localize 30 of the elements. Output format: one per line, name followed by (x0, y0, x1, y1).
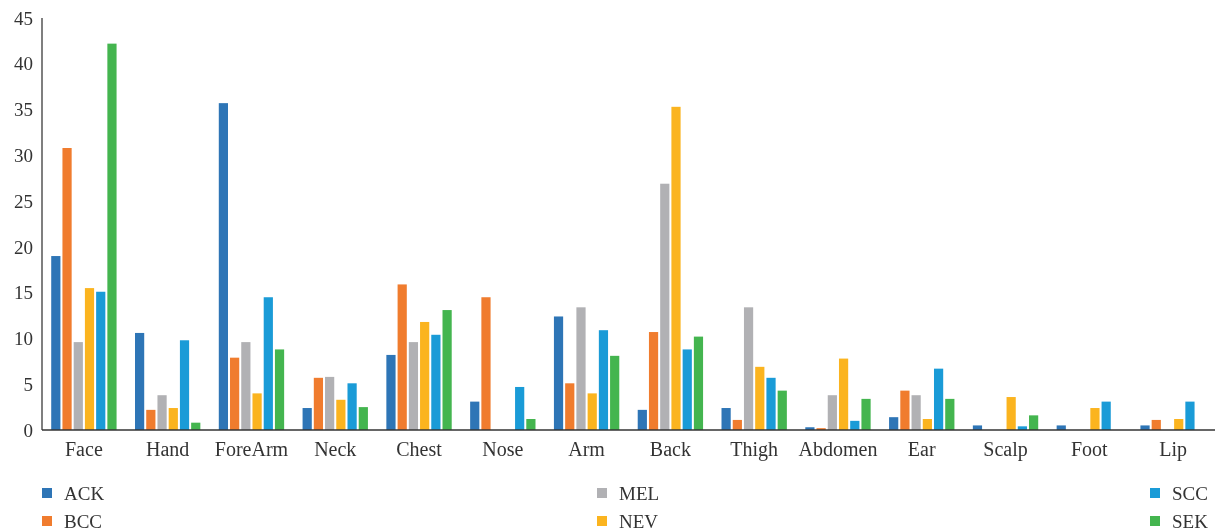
y-tick-label: 25 (14, 190, 33, 212)
y-tick-label: 0 (23, 419, 33, 441)
x-tick-label: ForeArm (214, 438, 289, 460)
x-tick-label: Lip (1159, 438, 1187, 461)
legend-label: MEL (619, 482, 660, 504)
legend-label: ACK (64, 482, 105, 504)
x-tick-label: Scalp (983, 438, 1028, 461)
x-tick-label: Chest (396, 438, 443, 460)
x-tick-label: Nose (482, 438, 524, 460)
legend-label: SCC (1172, 482, 1208, 504)
y-tick-label: 20 (14, 236, 33, 258)
x-tick-label: Hand (146, 438, 190, 460)
y-tick-label: 45 (14, 7, 33, 29)
legend-label: BCC (64, 510, 103, 532)
x-tick-label: Thigh (730, 438, 779, 461)
x-tick-label: Face (65, 438, 103, 460)
x-tick-label: Back (649, 438, 691, 460)
y-tick-label: 15 (14, 282, 33, 304)
legend-label: NEV (619, 510, 659, 532)
x-tick-label: Abdomen (798, 438, 878, 460)
y-tick-label: 10 (14, 328, 33, 350)
y-tick-label: 40 (14, 53, 33, 75)
x-tick-label: Ear (907, 438, 936, 460)
x-tick-label: Neck (314, 438, 357, 460)
y-tick-label: 30 (14, 144, 33, 166)
x-tick-label: Arm (568, 438, 606, 460)
legend-label: SEK (1172, 510, 1209, 532)
y-tick-label: 5 (23, 373, 33, 395)
y-tick-label: 35 (14, 99, 33, 121)
x-tick-label: Foot (1070, 438, 1109, 460)
